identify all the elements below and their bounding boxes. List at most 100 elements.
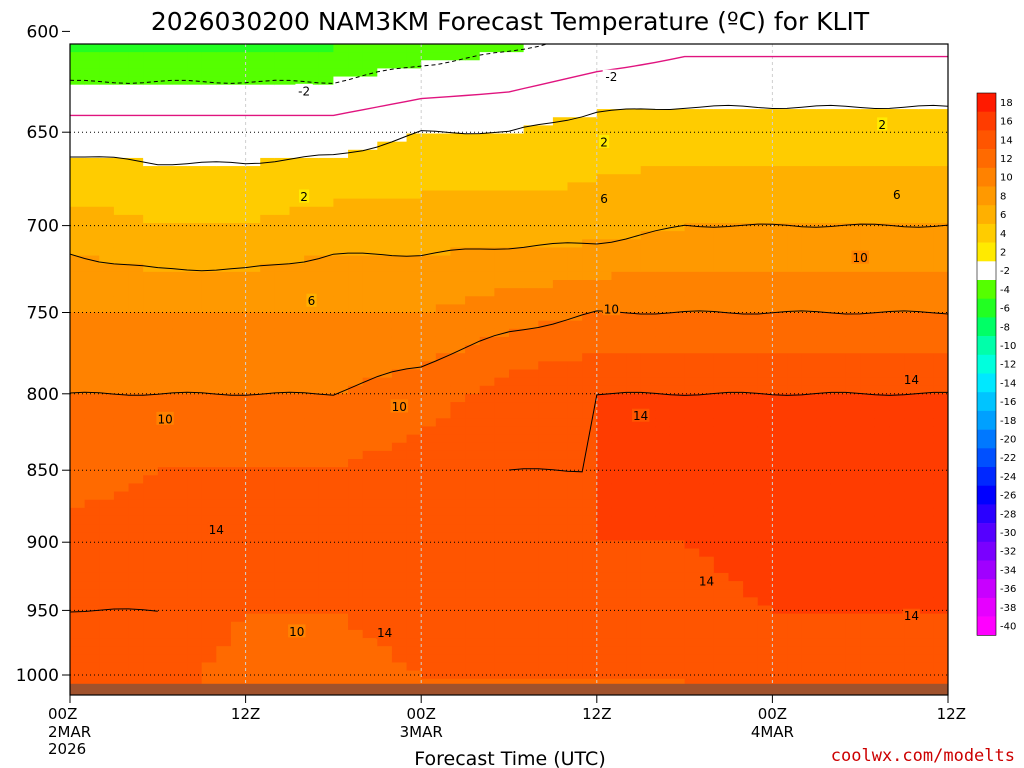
heatmap-cell — [333, 117, 349, 126]
heatmap-cell — [582, 605, 598, 615]
heatmap-cell — [333, 76, 349, 86]
heatmap-cell — [611, 475, 627, 485]
heatmap-cell — [626, 198, 642, 208]
heatmap-cell — [669, 100, 686, 110]
heatmap-cell — [187, 231, 203, 240]
heatmap-cell — [669, 198, 686, 208]
heatmap-cell — [216, 402, 232, 411]
heatmap-cell — [538, 288, 554, 297]
heatmap-cell — [538, 133, 554, 143]
heatmap-cell — [187, 499, 203, 509]
heatmap-cell — [113, 524, 130, 533]
heatmap-cell — [582, 174, 598, 183]
heatmap-cell — [596, 320, 613, 330]
heatmap-cell — [304, 198, 320, 208]
heatmap-cell — [845, 109, 861, 118]
heatmap-cell — [787, 353, 803, 362]
heatmap-cell — [201, 499, 217, 509]
heatmap-cell — [523, 328, 539, 338]
heatmap-cell — [596, 450, 613, 460]
heatmap-cell — [304, 100, 320, 110]
heatmap-cell — [201, 377, 217, 387]
heatmap-cell — [143, 44, 159, 53]
heatmap-cell — [216, 206, 232, 216]
heatmap-cell — [333, 198, 349, 208]
heatmap-cell — [523, 532, 539, 541]
heatmap-cell — [157, 524, 174, 533]
heatmap-cell — [933, 638, 948, 647]
heatmap-cell — [538, 174, 554, 183]
heatmap-cell — [391, 532, 408, 541]
contour-label: 2 — [877, 117, 888, 132]
heatmap-cell — [99, 166, 115, 175]
heatmap-cell — [216, 149, 232, 159]
heatmap-cell — [84, 190, 100, 200]
heatmap-cell — [509, 84, 525, 94]
heatmap-cell — [362, 345, 378, 354]
heatmap-cell — [816, 304, 832, 314]
heatmap-cell — [728, 418, 744, 428]
heatmap-cell — [201, 402, 217, 411]
heatmap-cell — [450, 271, 466, 281]
heatmap-cell — [201, 247, 217, 257]
heatmap-cell — [201, 133, 217, 143]
heatmap-cell — [230, 198, 247, 208]
heatmap-cell — [655, 247, 671, 257]
heatmap-cell — [421, 149, 437, 159]
heatmap-cell — [187, 247, 203, 257]
heatmap-cell — [523, 556, 539, 566]
heatmap-cell — [70, 507, 86, 517]
heatmap-cell — [435, 336, 452, 346]
heatmap-cell — [377, 60, 393, 70]
heatmap-cell — [757, 60, 773, 70]
heatmap-cell — [421, 76, 437, 86]
heatmap-cell — [230, 597, 247, 607]
heatmap-cell — [772, 670, 788, 680]
heatmap-cell — [304, 345, 320, 354]
heatmap-cell — [669, 231, 686, 240]
heatmap-cell — [611, 288, 627, 297]
heatmap-cell — [230, 353, 247, 362]
heatmap-cell — [743, 336, 759, 346]
heatmap-cell — [172, 515, 188, 525]
heatmap-cell — [713, 572, 730, 582]
heatmap-cell — [494, 190, 510, 200]
heatmap-cell — [552, 572, 569, 582]
heatmap-cell — [465, 369, 481, 379]
heatmap-cell — [596, 613, 613, 623]
heatmap-cell — [187, 353, 203, 362]
heatmap-cell — [626, 499, 642, 509]
heatmap-cell — [289, 190, 305, 200]
heatmap-cell — [523, 247, 539, 257]
heatmap-cell — [435, 231, 452, 240]
heatmap-cell — [669, 223, 686, 232]
heatmap-cell — [655, 328, 671, 338]
heatmap-cell — [187, 605, 203, 615]
heatmap-cell — [406, 369, 422, 379]
heatmap-cell — [626, 125, 642, 135]
heatmap-cell — [830, 654, 847, 664]
heatmap-cell — [318, 361, 334, 371]
heatmap-cell — [128, 109, 144, 118]
heatmap-cell — [494, 109, 510, 118]
heatmap-cell — [391, 426, 408, 436]
heatmap-cell — [113, 654, 130, 664]
heatmap-cell — [904, 239, 920, 249]
heatmap-cell — [494, 125, 510, 135]
heatmap-cell — [260, 279, 276, 289]
heatmap-cell — [772, 100, 788, 110]
heatmap-cell — [318, 149, 334, 159]
heatmap-cell — [304, 288, 320, 297]
heatmap-cell — [245, 605, 261, 615]
heatmap-cell — [801, 296, 817, 305]
heatmap-cell — [289, 540, 305, 550]
heatmap-cell — [816, 231, 832, 240]
heatmap-cell — [70, 515, 86, 525]
heatmap-cell — [582, 621, 598, 631]
heatmap-cell — [538, 646, 554, 655]
heatmap-cell — [699, 459, 715, 468]
heatmap-cell — [904, 581, 920, 590]
heatmap-cell — [201, 239, 217, 249]
heatmap-cell — [904, 231, 920, 240]
heatmap-cell — [216, 670, 232, 680]
